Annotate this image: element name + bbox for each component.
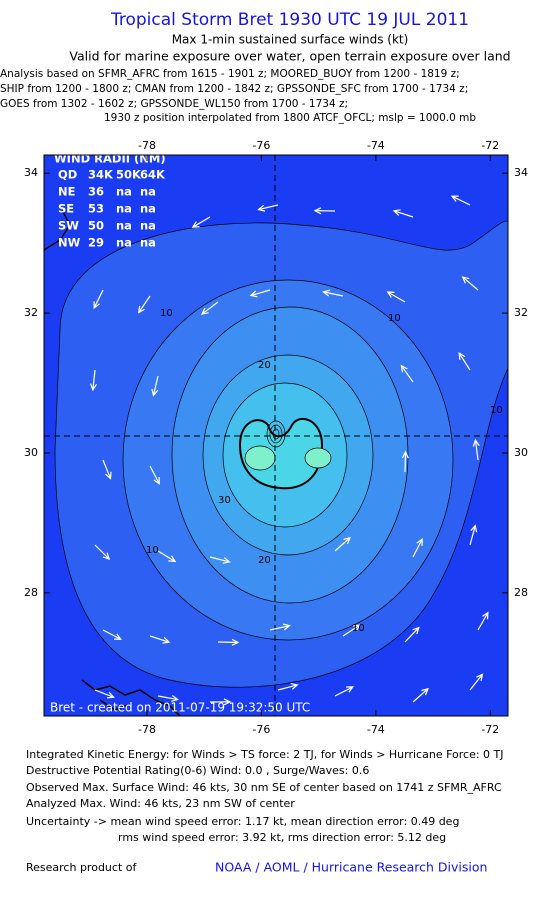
contour-label: 10: [352, 623, 365, 634]
x-tick-label: -74: [367, 139, 385, 152]
wind-radii-cell: na: [116, 236, 132, 250]
x-tick-label: -72: [481, 723, 499, 736]
title: Tropical Storm Bret 1930 UTC 19 JUL 2011: [110, 10, 469, 30]
contour: [305, 448, 331, 468]
wind-radii-header: QD: [58, 168, 77, 182]
x-tick-label: -78: [138, 139, 156, 152]
footer-line: Analyzed Max. Wind: 46 kts, 23 nm SW of …: [26, 797, 295, 810]
wind-radii-cell: 53: [88, 202, 104, 216]
wind-radii-cell: NE: [58, 185, 76, 199]
x-tick-label: -72: [481, 139, 499, 152]
contour-label: 10: [146, 545, 159, 556]
plot: 10 10 10 10 10 20 20 30 WIND RADII (NM) …: [44, 152, 512, 717]
wind-radii-cell: na: [116, 202, 132, 216]
footer-line: Integrated Kinetic Energy: for Winds > T…: [26, 748, 504, 761]
contour-label: 30: [218, 495, 231, 506]
footer-line: Destructive Potential Rating(0-6) Wind: …: [26, 764, 369, 777]
y-tick-label: 30: [514, 446, 528, 459]
x-tick-label: -76: [252, 723, 270, 736]
wind-radii-header: 50K: [116, 168, 142, 182]
footer-line: Uncertainty -> mean wind speed error: 1.…: [26, 815, 459, 828]
footer-line: rms wind speed error: 3.92 kt, rms direc…: [118, 831, 446, 844]
wind-radii-cell: 29: [88, 236, 104, 250]
y-tick-label: 28: [514, 586, 528, 599]
footer-line: Observed Max. Surface Wind: 46 kts, 30 n…: [26, 781, 502, 794]
contour-label: 20: [258, 555, 271, 566]
y-tick-label: 32: [514, 306, 528, 319]
y-tick-label: 34: [24, 166, 38, 179]
wind-radii-cell: na: [140, 219, 156, 233]
research: Research product of: [26, 861, 137, 874]
contour-label: 20: [258, 360, 271, 371]
wind-radii-header: 64K: [140, 168, 166, 182]
contour-label: 10: [490, 405, 503, 416]
contour: [245, 446, 275, 470]
y-tick-label: 34: [514, 166, 528, 179]
position: 1930 z position interpolated from 1800 A…: [104, 112, 476, 124]
contour-label: 10: [160, 308, 173, 319]
wind-radii-cell: na: [116, 185, 132, 199]
org: NOAA / AOML / Hurricane Research Divisio…: [215, 860, 487, 875]
contour-label: 10: [388, 313, 401, 324]
wind-radii-cell: na: [140, 185, 156, 199]
x-tick-label: -74: [367, 723, 385, 736]
analysis: Analysis based on SFMR_AFRC from 1615 - …: [0, 68, 460, 80]
wind-radii-cell: SE: [58, 202, 74, 216]
y-tick-label: 28: [24, 586, 38, 599]
analysis: SHIP from 1200 - 1800 z; CMAN from 1200 …: [0, 83, 468, 95]
subtitle: Max 1-min sustained surface winds (kt): [172, 33, 409, 47]
y-tick-label: 32: [24, 306, 38, 319]
valid: Valid for marine exposure over water, op…: [69, 49, 510, 64]
credit: Bret - created on 2011-07-19 19:32:50 UT…: [50, 701, 310, 715]
wind-radii-cell: SW: [58, 219, 79, 233]
wind-radii-cell: 50: [88, 219, 104, 233]
wind-radii-header: 34K: [88, 168, 114, 182]
y-tick-label: 30: [24, 446, 38, 459]
wind-radii-cell: NW: [58, 236, 81, 250]
wind-radii-cell: na: [140, 236, 156, 250]
wind-radii-cell: na: [116, 219, 132, 233]
x-tick-label: -78: [138, 723, 156, 736]
x-tick-label: -76: [252, 139, 270, 152]
analysis: GOES from 1302 - 1602 z; GPSSONDE_WL150 …: [0, 98, 348, 110]
wind-radii-cell: 36: [88, 185, 104, 199]
wind-radii-title: WIND RADII (NM): [54, 152, 166, 166]
wind-arrow: [405, 452, 406, 472]
wind-radii-cell: na: [140, 202, 156, 216]
